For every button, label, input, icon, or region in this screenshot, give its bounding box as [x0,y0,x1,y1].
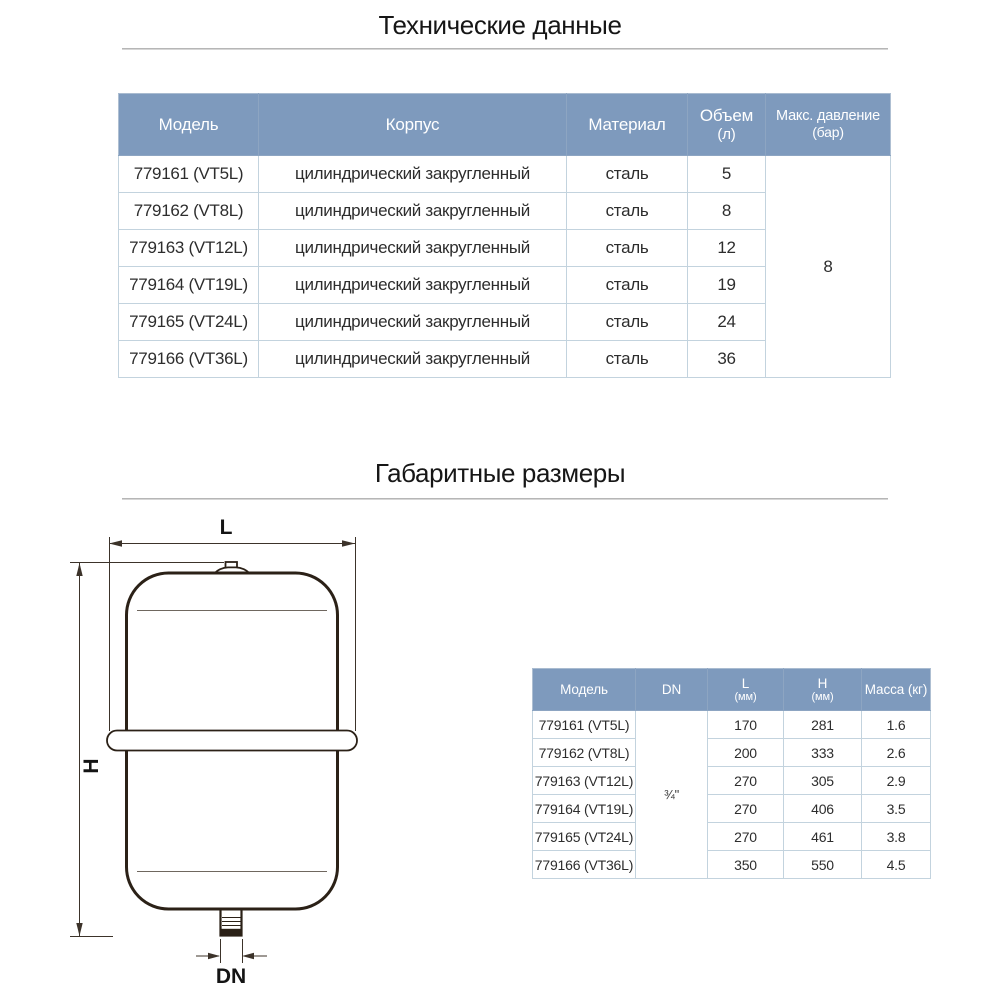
cell-model: 779163 (VT12L) [532,766,636,795]
mounting-band [106,729,358,752]
cell-model: 779161 (VT5L) [118,155,259,193]
technical-table-header: Модель Корпус Материал Объем (л) Макс. д… [118,93,891,156]
cell-body: цилиндрический закругленный [258,192,567,230]
cell-body: цилиндрический закругленный [258,303,567,341]
table-row: 779162 (VT8L) 200 333 2.6 [532,738,931,767]
cell-model: 779165 (VT24L) [532,822,636,851]
col-header-body: Корпус [258,93,567,156]
dimensions-table-header: Модель DN L (мм) H (мм) Масса (кг) [532,668,931,711]
section-title-dimensions: Габаритные размеры [374,458,626,488]
bottom-connection [219,907,243,937]
cell-material: сталь [566,192,688,230]
col-header-h-unit: (мм) [811,690,834,703]
cell-l: 270 [707,822,784,851]
cell-volume: 12 [687,229,766,267]
cell-l: 270 [707,794,784,823]
cell-l: 270 [707,766,784,795]
cell-material: сталь [566,303,688,341]
cell-h: 333 [783,738,862,767]
cell-body: цилиндрический закругленный [258,266,567,304]
cell-h: 550 [783,850,862,879]
col-header-max-pressure-title: Макс. давление [776,108,880,125]
cell-mass: 4.5 [861,850,931,879]
cell-model: 779166 (VT36L) [532,850,636,879]
cell-l: 350 [707,850,784,879]
col-header-max-pressure: Макс. давление (бар) [765,93,891,156]
cell-h: 305 [783,766,862,795]
table-row: 779166 (VT36L) 350 550 4.5 [532,850,931,879]
cell-model: 779162 (VT8L) [118,192,259,230]
section-title-technical-data: Технические данные [378,10,622,40]
tank-dimension-diagram: L H DN [70,516,358,988]
col-header-dn: DN [635,668,708,711]
cell-volume: 8 [687,192,766,230]
col-header-h-title: H [817,675,828,691]
cell-mass: 2.6 [861,738,931,767]
col-header-model: Модель [532,668,636,711]
col-header-volume-unit: (л) [717,125,736,143]
table-row: 779161 (VT5L) цилиндрический закругленны… [118,155,891,378]
cell-h: 406 [783,794,862,823]
cell-l: 170 [707,710,784,739]
cell-volume: 19 [687,266,766,304]
table-row: 779165 (VT24L) 270 461 3.8 [532,822,931,851]
col-header-volume: Объем (л) [687,93,766,156]
cell-model: 779166 (VT36L) [118,340,259,378]
cell-model: 779165 (VT24L) [118,303,259,341]
table-row: 779161 (VT5L) ¾" 170 281 1.6 [532,710,931,879]
col-header-volume-title: Объем [699,105,754,125]
cell-max-pressure-merged: 8 [765,155,891,378]
cell-material: сталь [566,155,688,193]
cell-material: сталь [566,266,688,304]
cell-mass: 1.6 [861,710,931,739]
cell-model: 779163 (VT12L) [118,229,259,267]
cell-volume: 36 [687,340,766,378]
col-header-model: Модель [118,93,259,156]
cell-model: 779164 (VT19L) [118,266,259,304]
table-row: 779162 (VT8L) цилиндрический закругленны… [118,192,891,230]
table-row: 779163 (VT12L) цилиндрический закругленн… [118,229,891,267]
height-dimension-label: H [80,758,103,773]
table-row: 779164 (VT19L) 270 406 3.5 [532,794,931,823]
thread-lines [222,916,241,927]
cell-volume: 24 [687,303,766,341]
cell-mass: 3.8 [861,822,931,851]
title-divider-top [122,48,888,50]
cell-body: цилиндрический закругленный [258,155,567,193]
width-dimension-label: L [220,516,233,539]
col-header-l: L (мм) [707,668,784,711]
connection-dimension-label: DN [216,965,246,988]
table-row: 779166 (VT36L) цилиндрический закругленн… [118,340,891,378]
cell-model: 779164 (VT19L) [532,794,636,823]
technical-data-table: Модель Корпус Материал Объем (л) Макс. д… [118,93,891,378]
dimension-arrowheads [76,540,355,960]
cell-h: 281 [783,710,862,739]
cell-mass: 2.9 [861,766,931,795]
cell-volume: 5 [687,155,766,193]
col-header-max-pressure-unit: (бар) [812,124,844,141]
table-row: 779163 (VT12L) 270 305 2.9 [532,766,931,795]
cell-material: сталь [566,340,688,378]
cell-material: сталь [566,229,688,267]
cell-dn-merged: ¾" [635,710,708,879]
cell-mass: 3.5 [861,794,931,823]
cell-l: 200 [707,738,784,767]
cell-model: 779161 (VT5L) [532,710,636,739]
cell-model: 779162 (VT8L) [532,738,636,767]
cell-body: цилиндрический закругленный [258,229,567,267]
title-divider-bottom [122,498,888,500]
cell-h: 461 [783,822,862,851]
col-header-l-title: L [741,675,750,691]
cell-body: цилиндрический закругленный [258,340,567,378]
col-header-h: H (мм) [783,668,862,711]
col-header-mass: Масса (кг) [861,668,931,711]
weld-seam-lines [137,610,327,872]
dimensions-table: Модель DN L (мм) H (мм) Масса (кг) 77916… [532,668,931,879]
col-header-material: Материал [566,93,688,156]
col-header-l-unit: (мм) [734,690,757,703]
